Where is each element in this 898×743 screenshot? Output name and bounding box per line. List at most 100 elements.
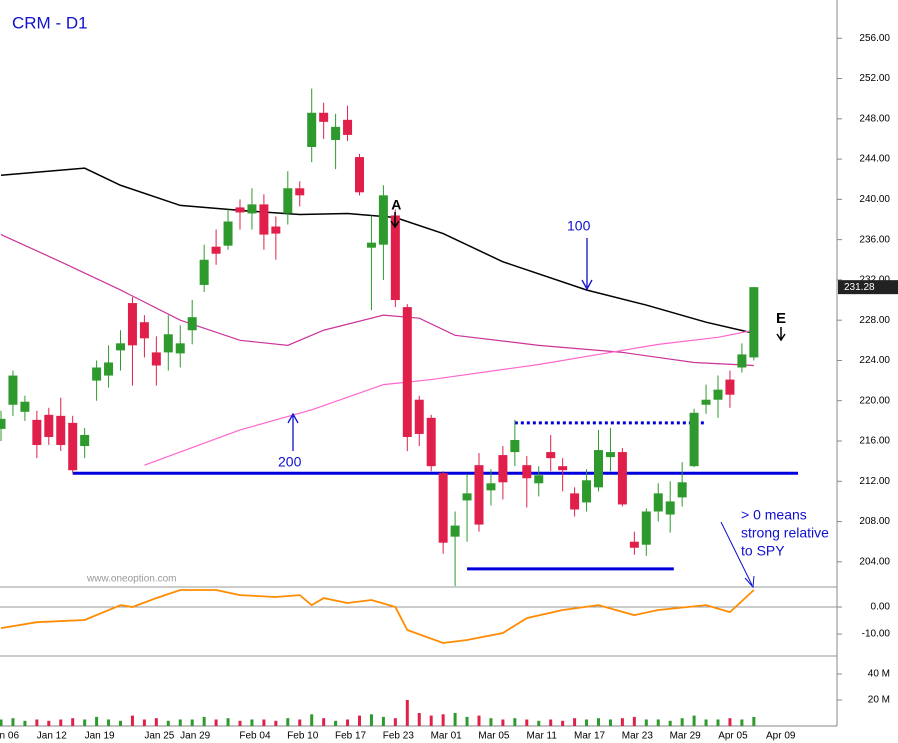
volume-bar bbox=[119, 720, 122, 726]
candle-body bbox=[498, 455, 508, 483]
volume-bar bbox=[202, 716, 206, 726]
candle-body bbox=[283, 188, 293, 214]
candle-body bbox=[32, 419, 42, 446]
line-label: 200 bbox=[278, 454, 302, 470]
candle-body bbox=[139, 322, 149, 339]
candle-body bbox=[725, 379, 735, 395]
volume-bar bbox=[680, 718, 684, 726]
x-tick-label: Jan 06 bbox=[0, 731, 19, 742]
volume-bar bbox=[549, 719, 553, 726]
volume-bar bbox=[513, 718, 517, 726]
y-tick-label: 232.00 bbox=[859, 275, 890, 286]
candle-body bbox=[474, 465, 484, 525]
candle-body bbox=[701, 399, 711, 405]
volume-bar bbox=[644, 719, 648, 726]
x-tick-label: Jan 19 bbox=[85, 731, 115, 742]
x-tick-label: Mar 05 bbox=[478, 731, 510, 742]
volume-bar bbox=[190, 719, 194, 726]
x-tick-label: Mar 01 bbox=[431, 731, 463, 742]
y-tick-label: 248.00 bbox=[859, 113, 890, 124]
marker-arrow bbox=[390, 212, 400, 229]
candle-body bbox=[0, 418, 6, 429]
candle-body bbox=[462, 493, 472, 501]
candle-body bbox=[271, 226, 281, 234]
marker-label: A bbox=[391, 197, 401, 213]
candle-body bbox=[713, 389, 723, 400]
volume-bar bbox=[358, 715, 361, 726]
y-tick-label: -10.00 bbox=[862, 629, 891, 640]
volume-bar bbox=[632, 716, 636, 726]
volume-bar bbox=[83, 719, 87, 726]
note-text: > 0 means bbox=[741, 507, 807, 523]
chart-title: CRM - D1 bbox=[12, 13, 88, 32]
candle-body bbox=[56, 415, 66, 446]
volume-bar bbox=[154, 718, 158, 726]
candle-body bbox=[617, 452, 627, 505]
candle-body bbox=[211, 246, 221, 254]
volume-bar bbox=[381, 716, 385, 726]
candle-body bbox=[199, 259, 209, 285]
x-tick-label: Apr 05 bbox=[718, 731, 748, 742]
candle-body bbox=[307, 112, 317, 148]
volume-bar bbox=[752, 716, 756, 726]
note-text: to SPY bbox=[741, 543, 785, 559]
y-tick-label: 224.00 bbox=[859, 355, 890, 366]
candle-body bbox=[414, 399, 424, 434]
volume-bar bbox=[322, 718, 326, 726]
marker-label: E bbox=[776, 310, 786, 327]
volume-bar bbox=[501, 719, 505, 726]
volume-bar bbox=[238, 720, 242, 726]
volume-bar bbox=[346, 719, 350, 726]
volume-bar bbox=[310, 714, 314, 726]
x-tick-label: Jan 12 bbox=[37, 731, 67, 742]
y-tick-label: 256.00 bbox=[859, 33, 890, 44]
candle-body bbox=[331, 126, 341, 140]
volume-bar bbox=[178, 719, 182, 726]
volume-bar bbox=[453, 712, 457, 726]
x-tick-label: Feb 04 bbox=[239, 731, 271, 742]
candle-body bbox=[319, 112, 329, 122]
last-price-box bbox=[838, 280, 898, 295]
candle-body bbox=[689, 412, 699, 467]
candle-body bbox=[605, 452, 615, 458]
volume-bar bbox=[692, 715, 696, 726]
y-tick-label: 240.00 bbox=[859, 194, 890, 205]
y-tick-label: 220.00 bbox=[859, 395, 890, 406]
candle-body bbox=[737, 354, 747, 368]
candle-body bbox=[20, 401, 30, 412]
candle-body bbox=[223, 221, 233, 246]
y-tick-label: 0.00 bbox=[871, 602, 891, 613]
candle-body bbox=[175, 343, 185, 354]
volume-bar bbox=[728, 718, 732, 726]
y-tick-label: 228.00 bbox=[859, 315, 890, 326]
indicator-line bbox=[0, 589, 755, 644]
volume-bar bbox=[597, 718, 600, 726]
volume-bar bbox=[59, 719, 63, 726]
volume-bar bbox=[23, 720, 27, 726]
candle-body bbox=[641, 511, 651, 545]
arrow bbox=[287, 412, 299, 451]
candle-body bbox=[68, 422, 78, 471]
candle-body bbox=[402, 307, 412, 437]
volume-bar bbox=[417, 712, 421, 726]
marker-arrow bbox=[776, 327, 786, 342]
candle-body bbox=[426, 417, 436, 467]
candle-body bbox=[355, 157, 364, 193]
volume-bar bbox=[585, 719, 589, 726]
y-tick-label: 204.00 bbox=[859, 556, 890, 567]
volume-bar bbox=[537, 720, 541, 726]
volume-bar bbox=[369, 714, 373, 726]
candle-body bbox=[116, 343, 125, 351]
candle-body bbox=[378, 195, 388, 245]
x-tick-label: Mar 17 bbox=[574, 731, 606, 742]
candle-body bbox=[44, 414, 54, 437]
candle-body bbox=[343, 119, 353, 135]
candle-body bbox=[163, 334, 173, 353]
volume-bar bbox=[142, 719, 146, 726]
y-tick-label: 244.00 bbox=[859, 154, 890, 165]
volume-bar bbox=[0, 719, 3, 726]
x-tick-label: Mar 23 bbox=[622, 731, 654, 742]
volume-bar bbox=[716, 719, 720, 726]
